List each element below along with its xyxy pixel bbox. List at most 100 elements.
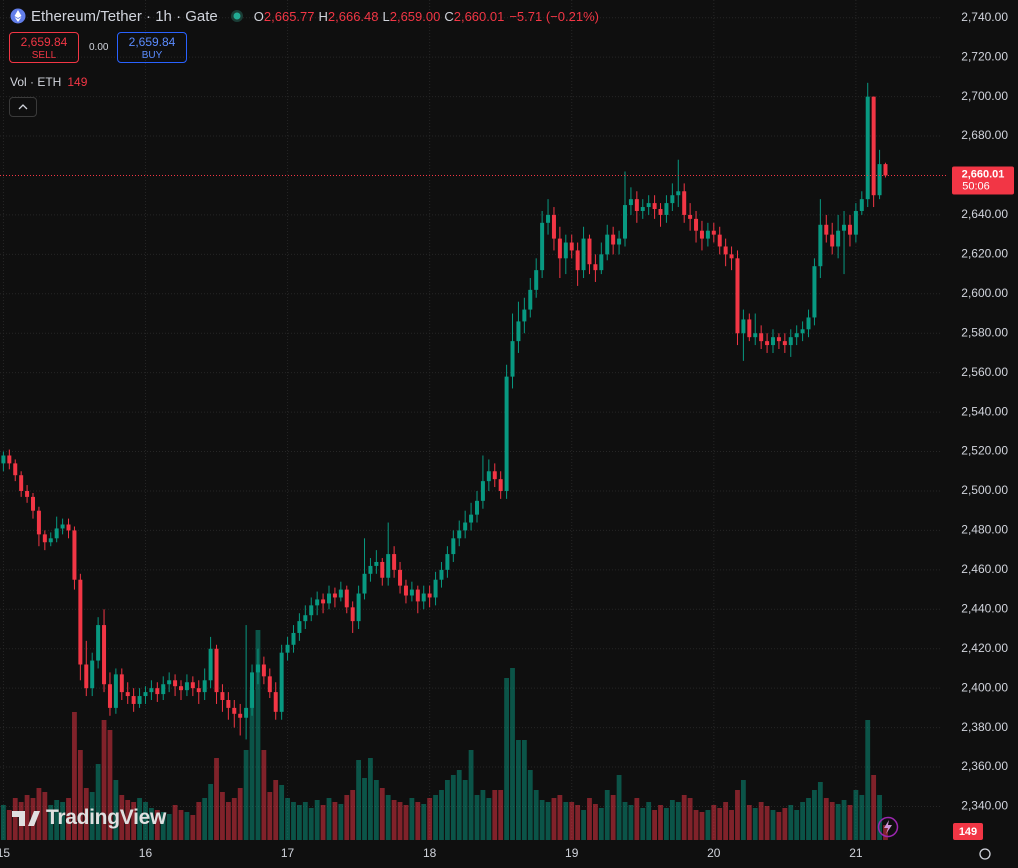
candle-body: [492, 471, 497, 480]
candle-body: [13, 463, 18, 476]
volume-bar: [462, 780, 468, 840]
volume-bar: [527, 770, 533, 840]
volume-bar: [427, 798, 433, 840]
candle-body: [415, 589, 420, 602]
volume-bar: [214, 758, 219, 840]
volume-bar: [415, 802, 421, 840]
candle-body: [451, 538, 456, 555]
candle-body: [694, 218, 699, 231]
volume-bar: [593, 804, 598, 840]
y-tick-label: 2,680.00: [961, 128, 1008, 142]
countdown-label: 50:06: [962, 180, 990, 192]
volume-bar: [113, 780, 119, 840]
candle-body: [593, 264, 598, 271]
candle-body: [250, 672, 255, 708]
candle-body: [226, 700, 231, 708]
candle-body: [510, 341, 515, 377]
alert-icon-bolt: [884, 820, 892, 834]
volume-badge-box: [953, 823, 983, 840]
candle-body: [149, 688, 154, 693]
y-tick-label: 2,720.00: [961, 49, 1008, 63]
volume-bar: [196, 802, 202, 840]
candle-body: [847, 224, 852, 235]
candle-body: [475, 500, 479, 515]
volume-bar: [616, 775, 622, 840]
candle-body: [457, 530, 462, 539]
volume-bar: [456, 770, 462, 840]
candle-body: [238, 713, 243, 718]
volume-bar: [439, 790, 444, 840]
candle-body: [812, 266, 817, 318]
volume-bar: [871, 775, 877, 840]
volume-legend-label: Vol · ETH: [10, 75, 62, 89]
volume-bar: [474, 795, 480, 840]
candle-body: [486, 471, 491, 482]
candle-body: [374, 561, 379, 566]
candle-body: [291, 632, 296, 645]
watermark-logo: [12, 811, 40, 826]
candle-body: [563, 242, 568, 259]
volume-bar: [741, 780, 746, 840]
candle-body: [332, 593, 337, 598]
y-tick-label: 2,600.00: [961, 286, 1008, 300]
volume-bar: [285, 798, 290, 840]
volume-bar: [516, 740, 521, 840]
candle-body: [806, 317, 811, 330]
volume-bar: [83, 788, 89, 840]
volume-bar: [877, 795, 882, 840]
volume-bar: [669, 800, 675, 840]
volume-bar: [101, 720, 107, 840]
volume-bar: [154, 810, 160, 840]
alert-icon[interactable]: [877, 816, 899, 838]
x-tick-label: 20: [707, 846, 721, 860]
candle-body: [315, 599, 320, 606]
volume-bar: [409, 798, 415, 840]
candle-body: [48, 538, 53, 543]
candle-body: [244, 707, 249, 718]
volume-bar: [391, 800, 397, 840]
candle-body: [427, 593, 432, 598]
volume-bar: [60, 802, 65, 840]
alert-icon-circle: [877, 816, 899, 838]
candle-body: [309, 605, 314, 616]
volume-bar: [841, 800, 847, 840]
candle-body: [652, 203, 657, 210]
y-tick-label: 2,620.00: [961, 247, 1008, 261]
candle-body: [628, 199, 633, 206]
candle-body: [617, 238, 622, 245]
candle-body: [670, 195, 675, 204]
candle-body: [409, 589, 414, 596]
volume-bar: [865, 720, 871, 840]
candle-body: [125, 692, 130, 697]
sell-button[interactable]: 2,659.84 SELL: [9, 32, 79, 63]
volume-bar: [77, 750, 83, 840]
candle-body: [36, 510, 41, 535]
candle-body: [551, 214, 556, 239]
collapse-button[interactable]: [9, 97, 37, 117]
y-tick-label: 2,640.00: [961, 207, 1008, 221]
volume-bar: [646, 802, 652, 840]
status-dot: [230, 10, 243, 22]
candle-body: [232, 707, 237, 714]
candle-body: [741, 319, 746, 334]
volume-bar: [48, 805, 54, 840]
open-value: 2,665.77: [263, 8, 315, 24]
volume-bar: [131, 802, 137, 840]
volume-bar: [569, 802, 575, 840]
volume-bar: [752, 808, 758, 840]
candle-body: [771, 337, 775, 346]
volume-bar: [433, 795, 438, 840]
volume-bar: [492, 790, 498, 840]
candle-body: [439, 569, 444, 580]
buy-button[interactable]: 2,659.84 BUY: [117, 32, 187, 63]
candle-body: [321, 599, 326, 604]
candle-body: [214, 648, 219, 693]
volume-bar: [267, 792, 273, 840]
volume-bar: [883, 825, 888, 840]
candle-body: [380, 561, 385, 578]
candle-body: [25, 490, 30, 497]
volume-bar: [1, 805, 6, 840]
symbol-title[interactable]: Ethereum/Tether · 1h · Gate: [31, 7, 218, 25]
candle-body: [119, 674, 124, 693]
candle-body: [113, 674, 118, 708]
